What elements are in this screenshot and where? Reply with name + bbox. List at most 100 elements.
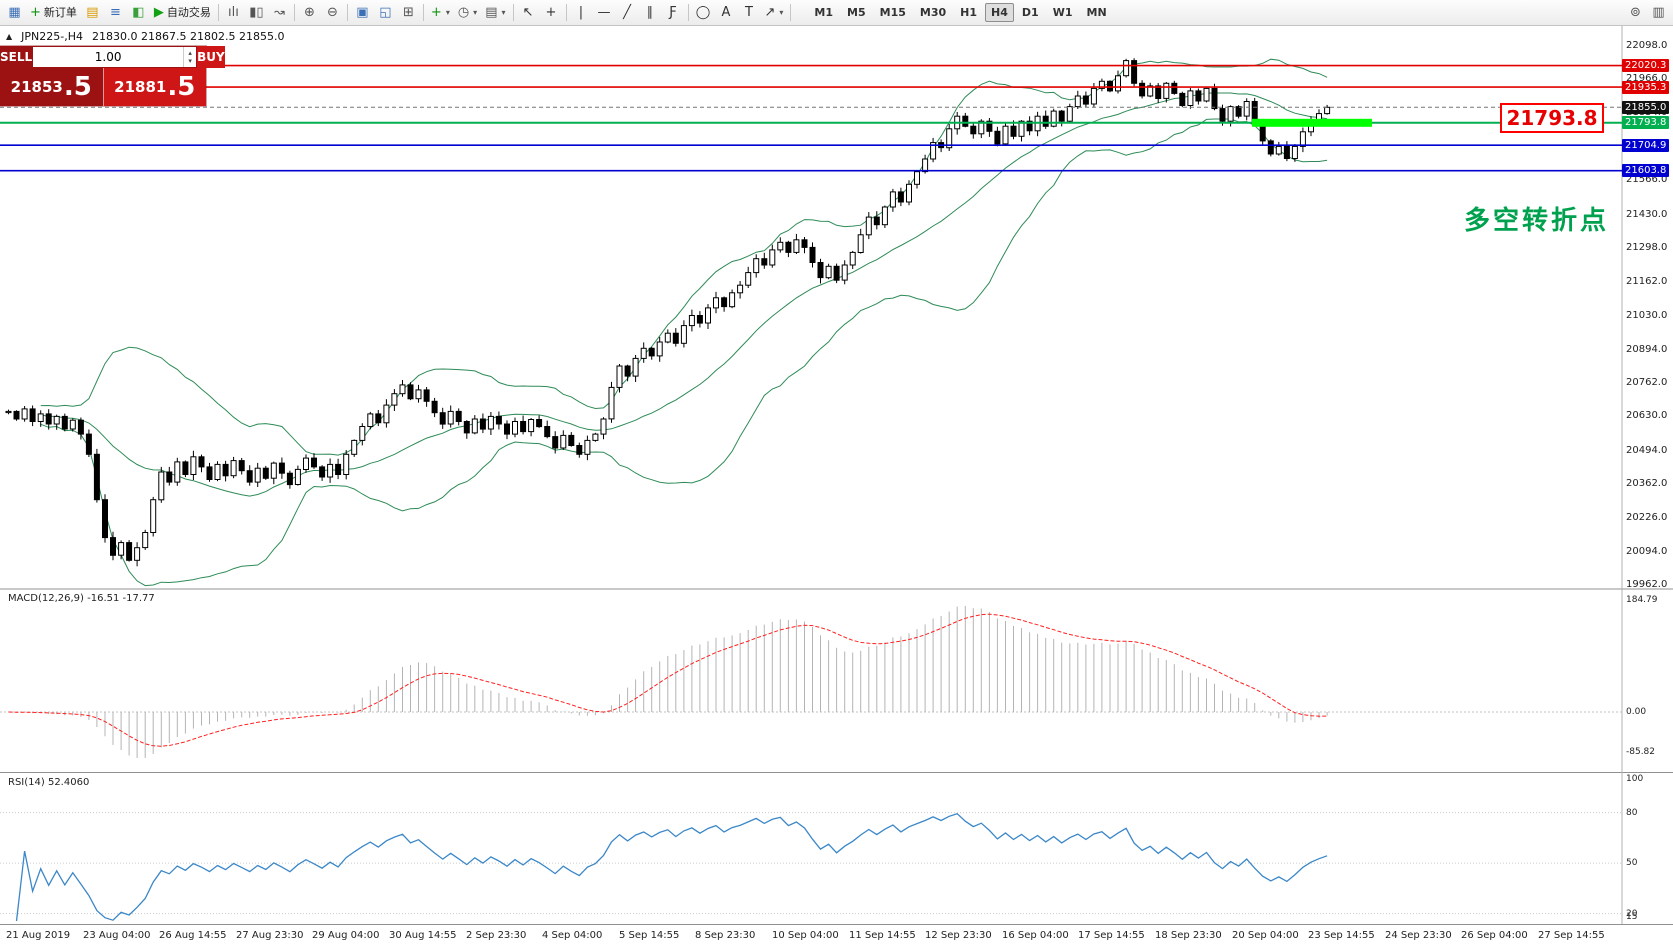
periods-icon[interactable]: ◷ ▾	[454, 2, 481, 23]
shapes-icon[interactable]: ◯	[692, 2, 715, 23]
time-label: 23 Sep 14:55	[1308, 930, 1375, 941]
market-watch-icon[interactable]: ≡	[104, 2, 127, 23]
price-level-tag: 21793.8	[1622, 116, 1670, 130]
label-icon[interactable]: T	[738, 2, 761, 23]
time-label: 8 Sep 23:30	[695, 930, 756, 941]
zoom-in-icon[interactable]: ⊕	[298, 2, 321, 23]
price-scale-label: 21966.0	[1626, 73, 1668, 85]
dropdown-caret-icon: ▾	[501, 7, 506, 17]
arrow-tools-icon[interactable]: ↗ ▾	[761, 2, 788, 23]
timeframe-h4[interactable]: H4	[985, 3, 1014, 22]
line-chart-icon[interactable]: ↝	[268, 2, 291, 23]
profiles-icon[interactable]: ▤	[81, 2, 104, 23]
horizontal-line-icon[interactable]: —	[593, 2, 616, 23]
toolbar-separator	[217, 4, 219, 21]
new-order-button[interactable]: + 新订单	[26, 2, 81, 23]
cursor-icon[interactable]: ↖	[517, 2, 540, 23]
spinner-up-icon[interactable]: ▴	[188, 48, 192, 57]
buy-price-button[interactable]: 21881 .5	[102, 68, 206, 106]
volume-spinner[interactable]: ▴ ▾	[183, 47, 196, 67]
trade-panel-price-row: 21853 .5 21881 .5	[0, 68, 206, 106]
macd-scale-label: -85.82	[1626, 747, 1656, 757]
timeframe-m15[interactable]: M15	[879, 6, 906, 19]
price-scale-label: 20494.0	[1626, 444, 1668, 456]
dropdown-caret-icon: ▾	[473, 7, 478, 17]
price-level-tag: 21855.0	[1622, 100, 1670, 114]
terminal-icon[interactable]: ▦	[3, 2, 26, 23]
fibonacci-icon[interactable]: Ƒ	[662, 2, 685, 23]
toolbar-separator	[346, 4, 348, 21]
cascade-windows-icon-glyph: ◱	[379, 5, 392, 20]
autotrading-button[interactable]: ▶ 自动交易	[150, 2, 215, 23]
candlestick-chart-icon-glyph: ▮▯	[249, 5, 264, 20]
zoom-in-icon-glyph: ⊕	[303, 5, 315, 20]
trendline-icon-glyph: ╱	[623, 5, 631, 20]
bar-chart-icon-glyph: ılı	[227, 5, 239, 20]
timeframe-m30[interactable]: M30	[919, 6, 947, 19]
buy-price-main: 21881	[114, 78, 167, 96]
price-level-tag: 21603.8	[1622, 164, 1670, 178]
sell-price-button[interactable]: 21853 .5	[0, 68, 103, 106]
macd-indicator-label: MACD(12,26,9) -16.51 -17.77	[8, 593, 155, 604]
arrow-tools-icon-glyph: ↗	[764, 5, 776, 20]
sell-price-frac: .5	[63, 72, 92, 102]
time-label: 24 Sep 23:30	[1385, 930, 1452, 941]
channel-icon[interactable]: ∥	[639, 2, 662, 23]
rsi-scale-label: 100	[1626, 774, 1644, 784]
timeframe-mn[interactable]: MN	[1086, 6, 1107, 19]
price-scale-label: 21430.0	[1626, 208, 1668, 220]
cascade-windows-icon[interactable]: ◱	[374, 2, 397, 23]
price-scale[interactable]: 22098.021966.021834.021702.021566.021430…	[1622, 0, 1673, 948]
chart-note-text[interactable]: 多空转折点	[1463, 206, 1609, 236]
timeframe-m1[interactable]: M1	[814, 6, 834, 19]
text-icon[interactable]: A	[715, 2, 738, 23]
price-scale-label: 20630.0	[1626, 410, 1668, 422]
spinner-down-icon[interactable]: ▾	[188, 57, 192, 65]
sell-price-main: 21853	[10, 78, 63, 96]
zoom-out-icon[interactable]: ⊖	[321, 2, 344, 23]
trendline-icon[interactable]: ╱	[616, 2, 639, 23]
time-label: 20 Sep 04:00	[1232, 930, 1299, 941]
rsi-scale: 100 80 50 20 15	[1624, 0, 1673, 948]
price-level-tag: 21704.9	[1622, 138, 1670, 152]
crosshair-icon[interactable]: +	[540, 2, 563, 23]
price-scale-label: 19962.0	[1626, 579, 1668, 590]
timeframe-toolbar: M1 M5 M15 M30 H1 H4 D1 W1 MN	[808, 0, 1112, 26]
data-window-icon[interactable]: ◧	[127, 2, 150, 23]
rsi-scale-label: 15	[1626, 912, 1638, 922]
candlestick-chart-icon[interactable]: ▮▯	[245, 2, 268, 23]
rsi-scale-label: 20	[1626, 908, 1638, 919]
chart-layout-icon[interactable]: ▥	[1647, 2, 1670, 23]
time-label: 27 Sep 14:55	[1538, 930, 1605, 941]
templates-icon[interactable]: ▤ ▾	[481, 2, 509, 23]
toolbar-separator	[565, 4, 567, 21]
sell-button[interactable]: SELL	[0, 46, 33, 68]
timeframe-w1[interactable]: W1	[1052, 6, 1073, 19]
symbol-search-icon[interactable]: ⊚	[1624, 2, 1647, 23]
buy-price-frac: .5	[167, 72, 196, 102]
price-scale-label: 21298.0	[1626, 241, 1668, 253]
vertical-line-icon[interactable]: |	[570, 2, 593, 23]
bar-chart-icon[interactable]: ılı	[222, 2, 245, 23]
grid-icon[interactable]: ⊞	[397, 2, 420, 23]
toolbar-separator	[422, 4, 424, 21]
time-label: 17 Sep 14:55	[1078, 930, 1145, 941]
price-scale-label: 22098.0	[1626, 40, 1668, 51]
price-annotation-box[interactable]: 21793.8	[1500, 103, 1604, 133]
periods-icon-glyph: ◷	[457, 5, 470, 20]
indicators-icon[interactable]: + ▾	[427, 2, 454, 23]
volume-input[interactable]	[33, 47, 184, 67]
timeframe-m5[interactable]: M5	[847, 6, 866, 19]
collapse-one-click-icon[interactable]: ▲	[6, 32, 13, 41]
templates-icon-glyph: ▤	[485, 5, 498, 20]
time-label: 26 Aug 14:55	[159, 930, 227, 941]
macd-scale: 184.79 0.00 -85.82	[1624, 0, 1673, 948]
time-label: 21 Aug 2019	[6, 930, 71, 941]
timeframe-h1[interactable]: H1	[960, 6, 978, 19]
time-axis[interactable]: 21 Aug 2019 23 Aug 04:00 26 Aug 14:55 27 Au…	[0, 926, 1622, 948]
buy-button[interactable]: BUY	[197, 46, 225, 68]
tile-windows-icon[interactable]: ▣	[351, 2, 374, 23]
timeframe-d1[interactable]: D1	[1021, 6, 1039, 19]
time-label: 26 Sep 04:00	[1461, 930, 1528, 941]
